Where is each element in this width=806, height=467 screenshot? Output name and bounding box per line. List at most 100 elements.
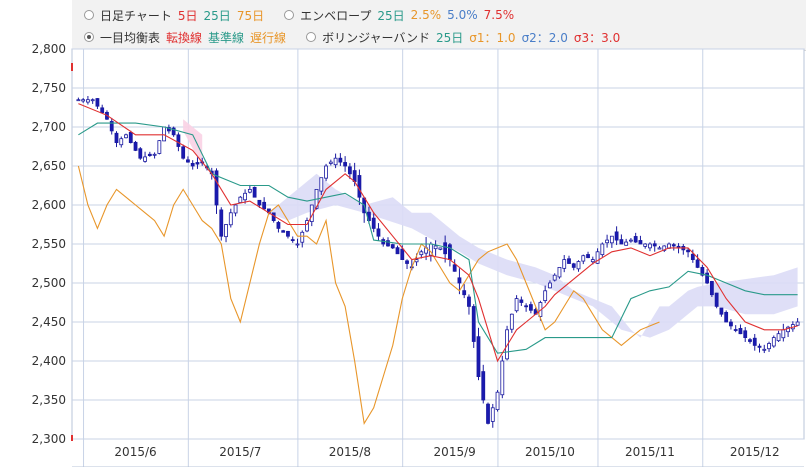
- candle-body: [181, 146, 186, 159]
- candle-body: [233, 204, 238, 214]
- chart-type-label[interactable]: 日足チャート: [100, 8, 172, 23]
- candle-body: [138, 148, 143, 159]
- y-tick-label: 2,550: [32, 237, 66, 251]
- candle-body: [619, 239, 624, 245]
- candle-body: [405, 260, 409, 264]
- candle-body: [133, 141, 138, 151]
- candle-body: [343, 162, 348, 167]
- candle-body: [795, 321, 800, 326]
- candle-body: [357, 175, 362, 198]
- candle-body: [467, 296, 471, 307]
- candle-body: [386, 240, 390, 247]
- candle-body: [500, 360, 505, 396]
- y-tick-label: 2,700: [32, 120, 66, 134]
- candle-body: [90, 99, 95, 102]
- envelope-radio[interactable]: [284, 10, 295, 20]
- candle-body: [686, 249, 690, 253]
- candle-body: [495, 391, 500, 411]
- candle-body: [395, 247, 400, 255]
- candle-body: [652, 243, 657, 247]
- candle-body: [776, 333, 781, 342]
- candle-body: [567, 258, 571, 264]
- candle-body: [638, 240, 643, 245]
- candle-body: [300, 231, 305, 243]
- ichimoku-opt-0: 転換線: [166, 30, 203, 45]
- candle-body: [733, 329, 738, 331]
- ichimoku-radio[interactable]: [84, 32, 94, 42]
- bollinger-label[interactable]: ボリンジャーバンド: [322, 30, 430, 45]
- y-tick-label: 2,400: [32, 354, 66, 368]
- bollinger-opt-1: σ1：1.0: [469, 30, 516, 45]
- envelope-label[interactable]: エンベロープ: [300, 8, 372, 23]
- candle-body: [76, 99, 81, 102]
- candle-body: [724, 311, 729, 323]
- candle-body: [390, 244, 395, 249]
- x-tick-label: 2015/10: [525, 445, 575, 459]
- candle-body: [281, 230, 286, 233]
- candle-body: [514, 298, 519, 312]
- candle-body: [162, 126, 167, 142]
- candle-body: [252, 186, 257, 198]
- candle-body: [748, 339, 752, 342]
- candle-body: [752, 337, 757, 346]
- candle-body: [214, 170, 219, 206]
- candle-body: [186, 159, 190, 163]
- candle-body: [414, 259, 419, 263]
- envelope-opt-2: 5.0%: [447, 8, 478, 22]
- x-tick-label: 2015/9: [434, 445, 476, 459]
- chart-type-radio[interactable]: [84, 10, 94, 20]
- ichimoku-cloud-lavender: [268, 173, 798, 338]
- candle-body: [738, 328, 743, 335]
- candle-body: [100, 107, 105, 114]
- candle-body: [671, 244, 676, 247]
- candle-body: [114, 132, 119, 144]
- candle-body: [552, 274, 557, 281]
- candle-body: [219, 209, 224, 237]
- envelope-opt-0: 25日: [377, 8, 405, 23]
- bollinger-opt-3: σ3：3.0: [573, 30, 621, 45]
- candle-body: [586, 254, 590, 259]
- y-tick-label: 2,800: [32, 42, 66, 56]
- candle-body: [543, 290, 548, 301]
- candle-body: [376, 228, 381, 237]
- y-tick-label: 2,750: [32, 81, 66, 95]
- candle-body: [290, 239, 295, 242]
- candle-body: [286, 230, 290, 237]
- bollinger-radio[interactable]: [306, 32, 317, 42]
- candle-body: [457, 277, 462, 284]
- candle-body: [228, 212, 233, 226]
- kijun-sen-line: [78, 122, 798, 354]
- candle-body: [86, 99, 90, 103]
- candle-body: [171, 127, 176, 136]
- candle-body: [633, 236, 638, 243]
- candle-body: [629, 239, 633, 242]
- candle-body: [709, 281, 714, 296]
- indicator-row-1: 日足チャート 5日 25日 75日 エンベロープ 25日 2.5% 5.0% 7…: [84, 3, 520, 27]
- candle-body: [147, 153, 152, 156]
- candle-body: [443, 242, 448, 255]
- candle-body: [128, 131, 133, 143]
- tenkan-sen-line: [78, 103, 798, 363]
- candle-body: [743, 330, 748, 338]
- candle-body: [305, 220, 309, 232]
- bollinger-opt-2: σ2：2.0: [521, 30, 568, 45]
- candle-body: [643, 243, 648, 247]
- candle-body: [119, 138, 124, 146]
- candle-body: [581, 255, 586, 262]
- candle-body: [690, 253, 695, 260]
- candle-body: [481, 371, 486, 401]
- candle-body: [243, 192, 247, 201]
- x-tick-label: 2015/11: [625, 445, 675, 459]
- candle-body: [324, 165, 328, 179]
- candle-body: [371, 217, 376, 229]
- candle-body: [471, 306, 476, 342]
- candle-body: [762, 348, 767, 351]
- y-tick-label: 2,450: [32, 315, 66, 329]
- candle-body: [648, 243, 652, 249]
- candle-body: [757, 345, 762, 348]
- candle-body: [714, 292, 719, 307]
- indicator-row-2: 一目均衡表 転換線 基準線 遅行線 ボリンジャーバンド 25日 σ1：1.0 σ…: [84, 25, 626, 49]
- candle-body: [590, 259, 595, 263]
- ichimoku-label[interactable]: 一目均衡表: [100, 30, 161, 45]
